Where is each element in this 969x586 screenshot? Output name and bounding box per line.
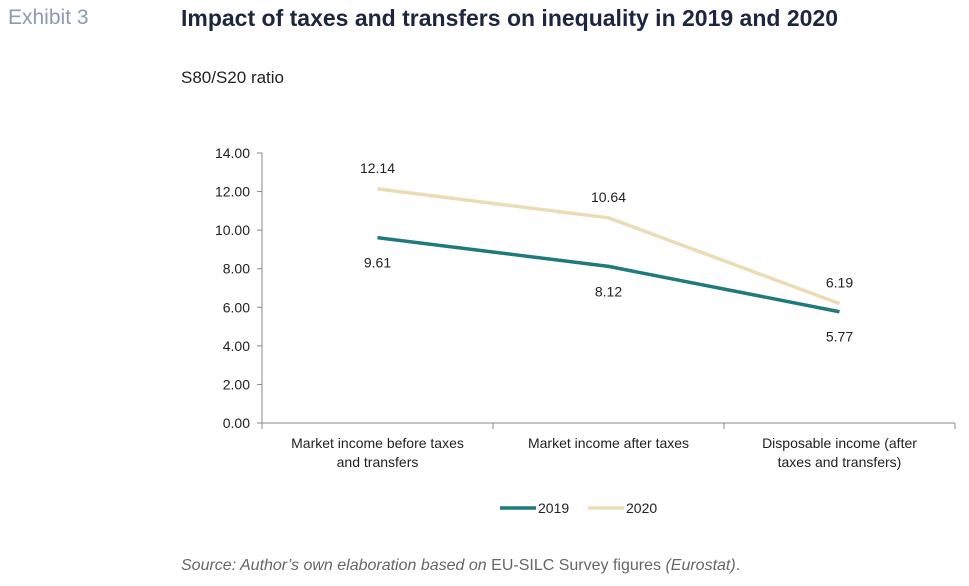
- x-category-label: Market income before taxes: [291, 435, 464, 451]
- source-text-4: .: [735, 557, 741, 574]
- series-line-2019: [377, 235, 840, 314]
- data-label: 8.12: [595, 283, 622, 299]
- y-tick-label: 14.00: [215, 145, 250, 161]
- source-note: Source: Author’s own elaboration based o…: [181, 557, 740, 575]
- y-tick-label: 8.00: [223, 261, 250, 277]
- y-tick-label: 6.00: [223, 299, 250, 315]
- legend-label-2019: 2019: [538, 500, 569, 516]
- data-label: 12.14: [360, 160, 395, 176]
- data-label: 5.77: [826, 329, 853, 345]
- y-unit-label: S80/S20 ratio: [181, 68, 285, 87]
- y-tick-label: 12.00: [215, 184, 250, 200]
- chart: 0.00 2.00 4.00 6.00 8.00 10.00 12.00 14.00 Marke…: [215, 145, 956, 516]
- data-label: 10.64: [591, 189, 626, 205]
- x-category-label: taxes and transfers): [778, 454, 902, 470]
- x-category-label: Market income after taxes: [528, 435, 689, 451]
- y-tick-label: 2.00: [223, 376, 250, 392]
- legend-label-2020: 2020: [626, 500, 657, 516]
- x-category-label: and transfers: [337, 454, 419, 470]
- source-text-3: (Eurostat): [665, 557, 736, 574]
- source-text-1: Source: Author’s own elaboration based o…: [181, 557, 492, 574]
- data-label: 6.19: [826, 275, 853, 291]
- series-line-2020: [377, 187, 841, 306]
- data-label: 9.61: [364, 255, 391, 271]
- source-text-2: EU-SILC Survey figures: [491, 557, 661, 574]
- y-tick-label: 0.00: [223, 415, 250, 431]
- x-category-label: Disposable income (after: [762, 435, 917, 451]
- y-tick-label: 4.00: [223, 338, 250, 354]
- chart-title: Impact of taxes and transfers on inequal…: [181, 5, 839, 31]
- y-tick-label: 10.00: [215, 222, 250, 238]
- exhibit-label: Exhibit 3: [8, 6, 89, 29]
